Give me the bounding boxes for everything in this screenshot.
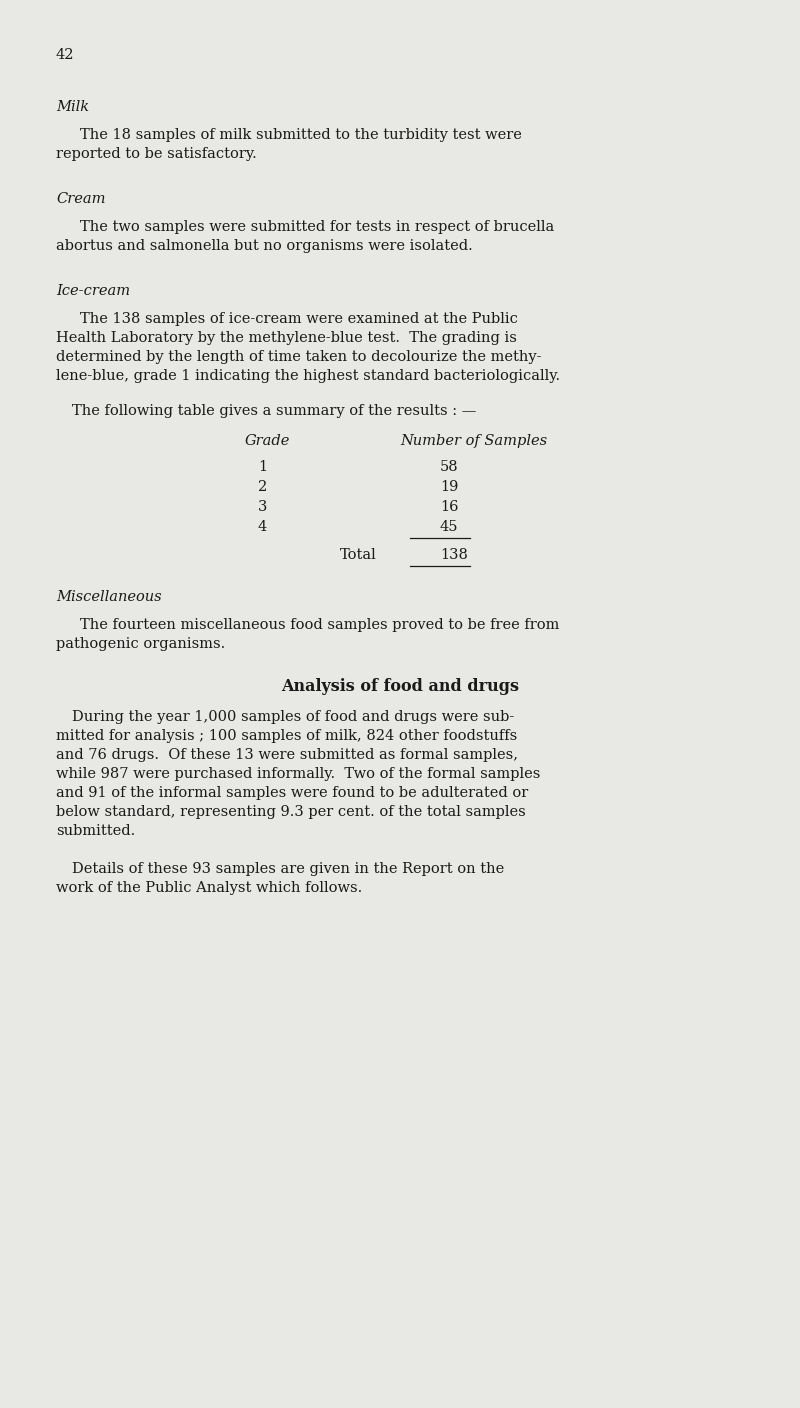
Text: 19: 19 xyxy=(440,480,458,494)
Text: Number of Samples: Number of Samples xyxy=(400,434,547,448)
Text: while 987 were purchased informally.  Two of the formal samples: while 987 were purchased informally. Two… xyxy=(56,767,540,781)
Text: abortus and salmonella but no organisms were isolated.: abortus and salmonella but no organisms … xyxy=(56,239,473,253)
Text: Analysis of food and drugs: Analysis of food and drugs xyxy=(281,679,519,696)
Text: The following table gives a summary of the results : —: The following table gives a summary of t… xyxy=(72,404,476,418)
Text: Miscellaneous: Miscellaneous xyxy=(56,590,162,604)
Text: work of the Public Analyst which follows.: work of the Public Analyst which follows… xyxy=(56,881,362,895)
Text: Grade: Grade xyxy=(245,434,290,448)
Text: and 91 of the informal samples were found to be adulterated or: and 91 of the informal samples were foun… xyxy=(56,786,528,800)
Text: below standard, representing 9.3 per cent. of the total samples: below standard, representing 9.3 per cen… xyxy=(56,805,526,819)
Text: 45: 45 xyxy=(440,520,458,534)
Text: lene-blue, grade 1 indicating the highest standard bacteriologically.: lene-blue, grade 1 indicating the highes… xyxy=(56,369,560,383)
Text: reported to be satisfactory.: reported to be satisfactory. xyxy=(56,146,257,161)
Text: Total: Total xyxy=(340,548,377,562)
Text: 4: 4 xyxy=(258,520,267,534)
Text: The 138 samples of ice-cream were examined at the Public: The 138 samples of ice-cream were examin… xyxy=(80,313,518,327)
Text: mitted for analysis ; 100 samples of milk, 824 other foodstuffs: mitted for analysis ; 100 samples of mil… xyxy=(56,729,518,743)
Text: 16: 16 xyxy=(440,500,458,514)
Text: The 18 samples of milk submitted to the turbidity test were: The 18 samples of milk submitted to the … xyxy=(80,128,522,142)
Text: determined by the length of time taken to decolourize the methy-: determined by the length of time taken t… xyxy=(56,351,542,365)
Text: pathogenic organisms.: pathogenic organisms. xyxy=(56,636,226,650)
Text: 58: 58 xyxy=(440,460,458,474)
Text: and 76 drugs.  Of these 13 were submitted as formal samples,: and 76 drugs. Of these 13 were submitted… xyxy=(56,748,518,762)
Text: Details of these 93 samples are given in the Report on the: Details of these 93 samples are given in… xyxy=(72,862,504,876)
Text: Milk: Milk xyxy=(56,100,89,114)
Text: 138: 138 xyxy=(440,548,468,562)
Text: The fourteen miscellaneous food samples proved to be free from: The fourteen miscellaneous food samples … xyxy=(80,618,559,632)
Text: submitted.: submitted. xyxy=(56,824,135,838)
Text: Health Laboratory by the methylene-blue test.  The grading is: Health Laboratory by the methylene-blue … xyxy=(56,331,517,345)
Text: During the year 1,000 samples of food and drugs were sub-: During the year 1,000 samples of food an… xyxy=(72,710,514,724)
Text: 1: 1 xyxy=(258,460,267,474)
Text: 2: 2 xyxy=(258,480,267,494)
Text: 3: 3 xyxy=(258,500,267,514)
Text: Ice-cream: Ice-cream xyxy=(56,284,130,298)
Text: Cream: Cream xyxy=(56,191,106,206)
Text: 42: 42 xyxy=(56,48,74,62)
Text: The two samples were submitted for tests in respect of brucella: The two samples were submitted for tests… xyxy=(80,220,554,234)
